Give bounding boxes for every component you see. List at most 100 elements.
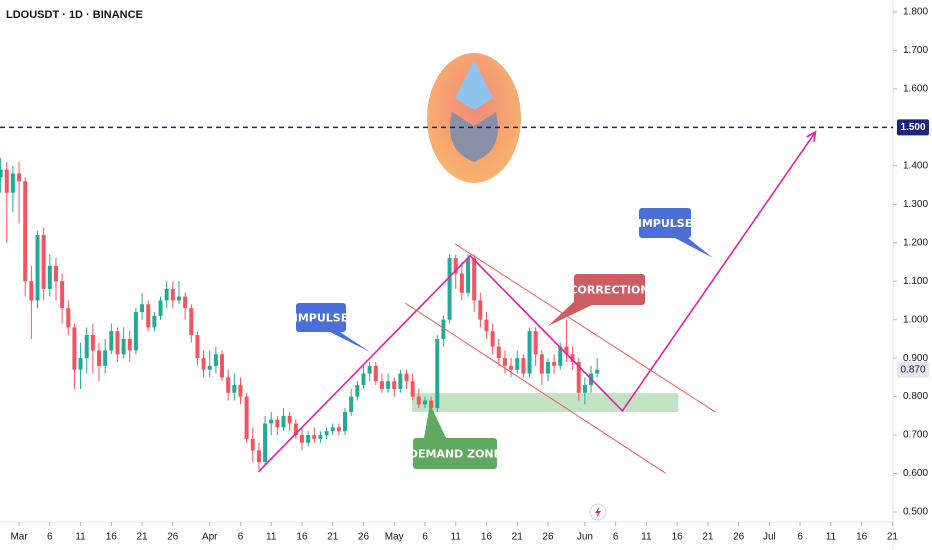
x-tick-label: 26 — [167, 532, 179, 543]
candle-body — [490, 331, 495, 347]
candle-body — [103, 350, 108, 366]
callout-box — [639, 208, 691, 238]
candle-body — [121, 338, 126, 355]
candle-body — [306, 435, 311, 443]
x-tick-label: 16 — [672, 532, 684, 543]
x-tick-label: May — [385, 532, 404, 543]
candle-body — [207, 365, 212, 370]
candle-body — [330, 427, 335, 432]
trend-line — [454, 243, 716, 413]
candle-body — [312, 435, 317, 439]
candle-body — [324, 431, 329, 436]
candle-body — [527, 331, 532, 374]
candle-body — [453, 258, 458, 274]
candle-body — [97, 350, 102, 366]
x-tick-label: Jul — [763, 532, 776, 543]
candle-body — [447, 258, 452, 320]
candle-body — [533, 331, 538, 355]
y-tick-label: 1.700 — [903, 45, 928, 56]
x-tick-label: 21 — [887, 532, 899, 543]
candle-body — [146, 304, 151, 328]
candle-body — [0, 169, 3, 178]
candle-body — [47, 265, 52, 289]
candle-body — [29, 281, 34, 301]
y-tick-label: 0.800 — [903, 391, 928, 402]
callout-tail — [424, 404, 446, 438]
candle-body — [336, 427, 341, 432]
candle-body — [195, 335, 200, 359]
candle-body — [35, 235, 40, 301]
x-tick-label: 11 — [826, 532, 837, 543]
candle-body — [238, 385, 243, 397]
candle-body — [10, 173, 15, 193]
candle-body — [66, 308, 71, 328]
x-tick-label: 6 — [422, 532, 428, 543]
last-price-label: 0.870 — [900, 364, 925, 375]
candle-body — [189, 308, 194, 336]
x-tick-label: 21 — [327, 532, 339, 543]
x-tick-label: 6 — [613, 532, 619, 543]
candle-body — [466, 258, 471, 293]
candle-body — [269, 419, 274, 424]
x-tick-label: 16 — [106, 532, 118, 543]
candle-body — [109, 331, 114, 351]
trend-line — [405, 302, 666, 474]
candle-body — [318, 435, 323, 439]
candle-body — [220, 354, 225, 378]
candle-body — [570, 354, 575, 362]
candle-body — [53, 265, 58, 282]
candle-body — [152, 315, 157, 328]
callout-label: DEMAND ZONE — [409, 448, 501, 461]
x-tick-label: 11 — [75, 532, 86, 543]
candle-body — [367, 365, 372, 374]
x-tick-label: 16 — [481, 532, 493, 543]
candle-body — [293, 423, 298, 436]
x-tick-label: 16 — [296, 532, 308, 543]
x-tick-label: Apr — [202, 532, 218, 543]
callout-tail — [675, 238, 713, 258]
x-tick-label: 21 — [137, 532, 149, 543]
candle-body — [582, 385, 587, 393]
candle-body — [509, 365, 514, 370]
candle-body — [361, 373, 366, 386]
x-tick-label: 11 — [641, 532, 652, 543]
candle-body — [213, 354, 218, 366]
candle-body — [90, 335, 95, 351]
candle-body — [386, 381, 391, 389]
level-label: 1.500 — [900, 122, 925, 133]
callout-box — [574, 274, 645, 305]
candle-body — [78, 358, 83, 370]
candle-body — [281, 415, 286, 428]
candle-body — [232, 385, 237, 393]
candle-body — [60, 281, 65, 309]
logo — [427, 53, 521, 183]
candle-body — [435, 338, 440, 409]
candle-body — [515, 358, 520, 370]
y-tick-label: 1.200 — [903, 237, 928, 248]
candle-body — [115, 331, 120, 355]
callout-label: IMPULSE — [638, 217, 692, 230]
x-tick-label: 26 — [542, 532, 554, 543]
y-tick-label: 1.400 — [903, 160, 928, 171]
candle-body — [410, 381, 415, 397]
x-tick-label: 26 — [733, 532, 745, 543]
y-tick-label: 1.600 — [903, 83, 928, 94]
y-tick-label: 1.800 — [903, 7, 928, 18]
x-tick-label: Mar — [10, 532, 28, 543]
callout-box — [413, 438, 497, 469]
candle-body — [422, 400, 427, 405]
candle-body — [343, 411, 348, 432]
candle-body — [552, 361, 557, 366]
candle-body — [84, 335, 89, 359]
candle-body — [441, 319, 446, 339]
candle-body — [459, 273, 464, 293]
y-tick-label: 1.100 — [903, 276, 928, 287]
candle-body — [521, 358, 526, 374]
y-tick-label: 0.900 — [903, 353, 928, 364]
candle-body — [164, 288, 169, 301]
candle-body — [564, 346, 569, 355]
candle-body — [595, 369, 600, 374]
candle-body — [484, 319, 489, 332]
candle-body — [226, 377, 231, 393]
candle-body — [355, 385, 360, 397]
